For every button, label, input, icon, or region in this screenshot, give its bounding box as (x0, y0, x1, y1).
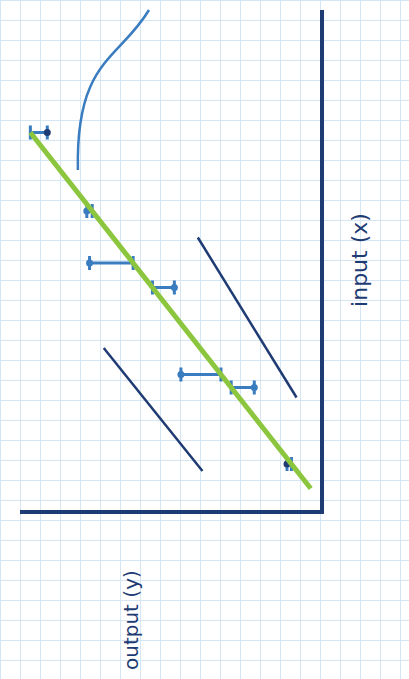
svg-text:input (x): input (x) (347, 213, 372, 307)
svg-text:output (y): output (y) (119, 570, 143, 670)
